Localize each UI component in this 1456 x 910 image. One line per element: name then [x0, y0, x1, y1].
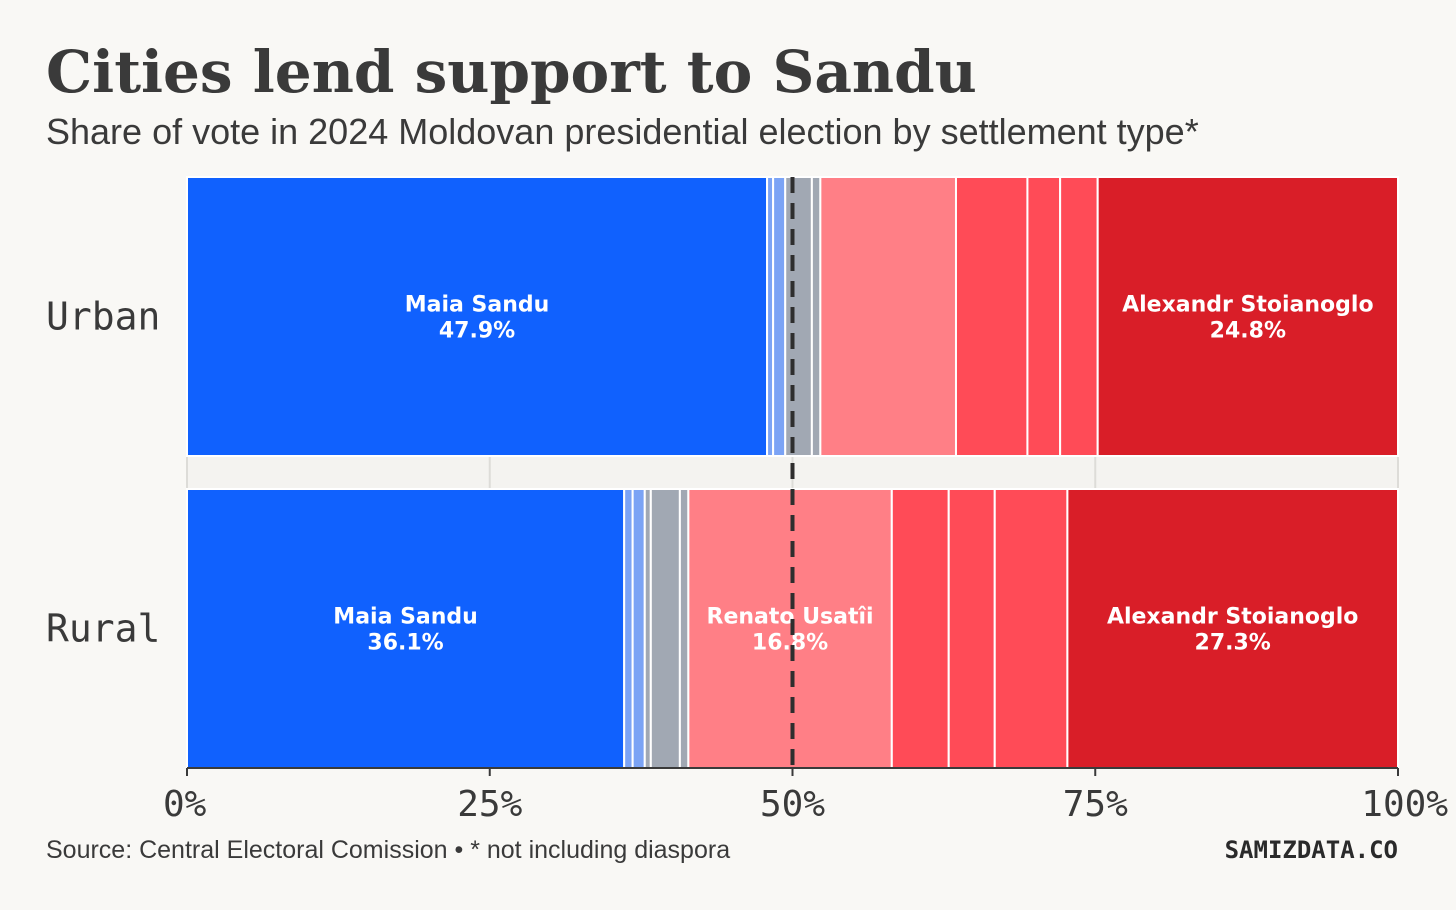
segment-name: Renato Usatîi — [707, 605, 874, 630]
chart-subtitle: Share of vote in 2024 Moldovan president… — [46, 111, 1199, 152]
segment-name: Maia Sandu — [405, 293, 550, 318]
bar-segment — [687, 488, 893, 769]
brand: SAMIZDATA.CO — [1225, 836, 1398, 864]
bar-segment — [1026, 176, 1062, 457]
x-tick-label: 100% — [1361, 784, 1448, 825]
bar-segment — [772, 176, 787, 457]
segment-value: 27.3% — [1195, 631, 1271, 656]
bar-segment — [186, 176, 769, 457]
row-label: Urban — [46, 295, 160, 339]
bar-segment — [954, 176, 1029, 457]
bar-segment — [631, 488, 646, 769]
bar-segment — [947, 488, 996, 769]
bar-segment — [1066, 488, 1399, 769]
x-tick-label: 50% — [760, 784, 825, 825]
bar-segment — [810, 176, 822, 457]
x-tick-label: 25% — [457, 784, 522, 825]
segment-value: 47.9% — [439, 319, 515, 344]
x-tick-label: 75% — [1063, 784, 1128, 825]
bar-segment — [1096, 176, 1399, 457]
x-tick-label: 0% — [163, 784, 207, 825]
segment-value: 24.8% — [1210, 319, 1286, 344]
chart-title: Cities lend support to Sandu — [46, 38, 977, 106]
segment-value: 16.8% — [752, 631, 828, 656]
segment-name: Maia Sandu — [333, 605, 478, 630]
bar-segment — [890, 488, 950, 769]
bar-segment — [1059, 176, 1099, 457]
bar-segment — [649, 488, 681, 769]
bar-segment — [623, 488, 634, 769]
bar-segment — [678, 488, 690, 769]
row-label: Rural — [46, 607, 160, 651]
bar-segment — [186, 488, 626, 769]
bar-segment — [784, 176, 813, 457]
bar-segment — [993, 488, 1069, 769]
segment-value: 36.1% — [367, 631, 443, 656]
source: Source: Central Electoral Comission • * … — [46, 836, 730, 864]
segment-name: Alexandr Stoianoglo — [1107, 605, 1359, 630]
segment-name: Alexandr Stoianoglo — [1122, 293, 1374, 318]
bar-segment — [819, 176, 957, 457]
